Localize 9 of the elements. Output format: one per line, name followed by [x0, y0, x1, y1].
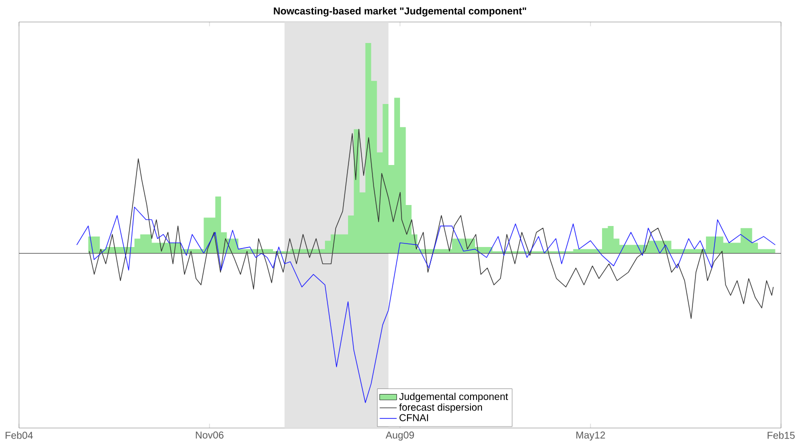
- legend-label: CFNAI: [400, 414, 428, 422]
- x-tick-label: Nov06: [196, 432, 224, 439]
- x-tick-label: Feb15: [768, 432, 795, 439]
- x-tick-label: Aug09: [386, 432, 414, 441]
- chart-title: Nowcasting-based market "Judgemental component": [274, 7, 526, 16]
- legend-label: Judgemental component: [399, 392, 508, 402]
- legend-label: forecast dispersion: [399, 403, 482, 413]
- x-tick-label: May12: [576, 432, 605, 441]
- x-tick-label: Feb04: [6, 432, 33, 439]
